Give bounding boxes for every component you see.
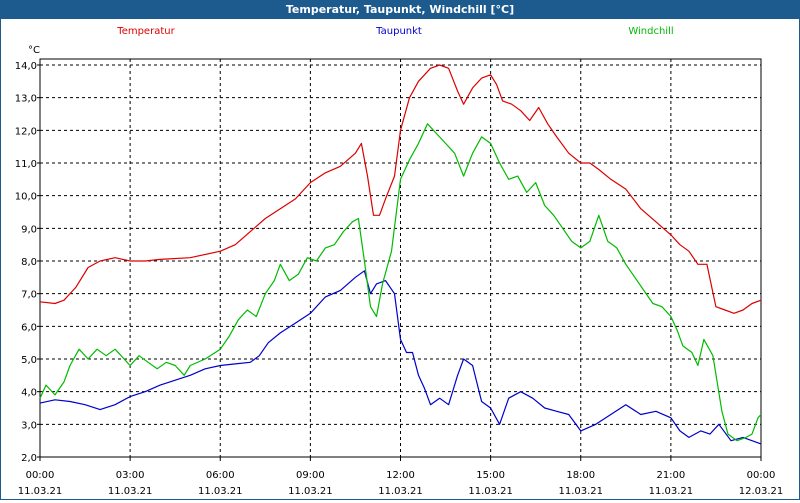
x-tick-label-time: 06:00 — [206, 470, 235, 481]
y-tick-label: 12,0 — [15, 126, 37, 137]
y-tick-label: 11,0 — [15, 159, 37, 170]
x-tick-label-date: 11.03.21 — [649, 486, 694, 497]
y-tick-label: 5,0 — [21, 355, 37, 366]
x-tick-label-time: 00:00 — [747, 470, 776, 481]
series-line-taupunkt — [39, 270, 762, 445]
series-line-windchill — [39, 123, 762, 442]
series-line-temperatur — [39, 64, 762, 314]
x-tick-label-date: 11.03.21 — [18, 486, 63, 497]
x-tick-label-time: 21:00 — [656, 470, 685, 481]
y-tick-label: 2,0 — [21, 453, 37, 464]
y-tick-label: 9,0 — [21, 224, 37, 235]
x-tick-label-date: 12.03.21 — [739, 486, 784, 497]
y-tick-label: 13,0 — [15, 94, 37, 105]
x-tick-label-date: 11.03.21 — [378, 486, 423, 497]
y-tick-label: 6,0 — [21, 322, 37, 333]
x-tick-label-date: 11.03.21 — [288, 486, 333, 497]
y-tick-label: 14,0 — [15, 61, 37, 72]
y-tick-label: 10,0 — [15, 192, 37, 203]
y-tick-label: 3,0 — [21, 420, 37, 431]
x-tick-label-date: 11.03.21 — [108, 486, 153, 497]
x-tick-label-time: 03:00 — [116, 470, 145, 481]
legend-taupunkt: Taupunkt — [375, 26, 422, 37]
x-tick-label-time: 00:00 — [26, 470, 55, 481]
y-tick-label: 8,0 — [21, 257, 37, 268]
x-tick-label-date: 11.03.21 — [468, 486, 513, 497]
x-tick-label-time: 15:00 — [476, 470, 505, 481]
y-axis-unit: °C — [28, 45, 40, 56]
x-tick-label-date: 11.03.21 — [558, 486, 603, 497]
x-tick-label-date: 11.03.21 — [198, 486, 243, 497]
x-tick-label-time: 09:00 — [296, 470, 325, 481]
temperature-chart: 2,0 3,0 4,0 5,0 6,0 7,0 8,0 9,0 10,0 11,0 12,0 13,0… — [15, 26, 784, 497]
legend-temperatur: Temperatur — [116, 26, 175, 37]
legend-windchill: Windchill — [628, 26, 673, 37]
x-tick-label-time: 18:00 — [566, 470, 595, 481]
y-tick-label: 4,0 — [21, 388, 37, 399]
y-tick-label: 7,0 — [21, 290, 37, 301]
window-title: Temperatur, Taupunkt, Windchill [°C] — [1, 1, 799, 19]
x-tick-label-time: 12:00 — [386, 470, 415, 481]
